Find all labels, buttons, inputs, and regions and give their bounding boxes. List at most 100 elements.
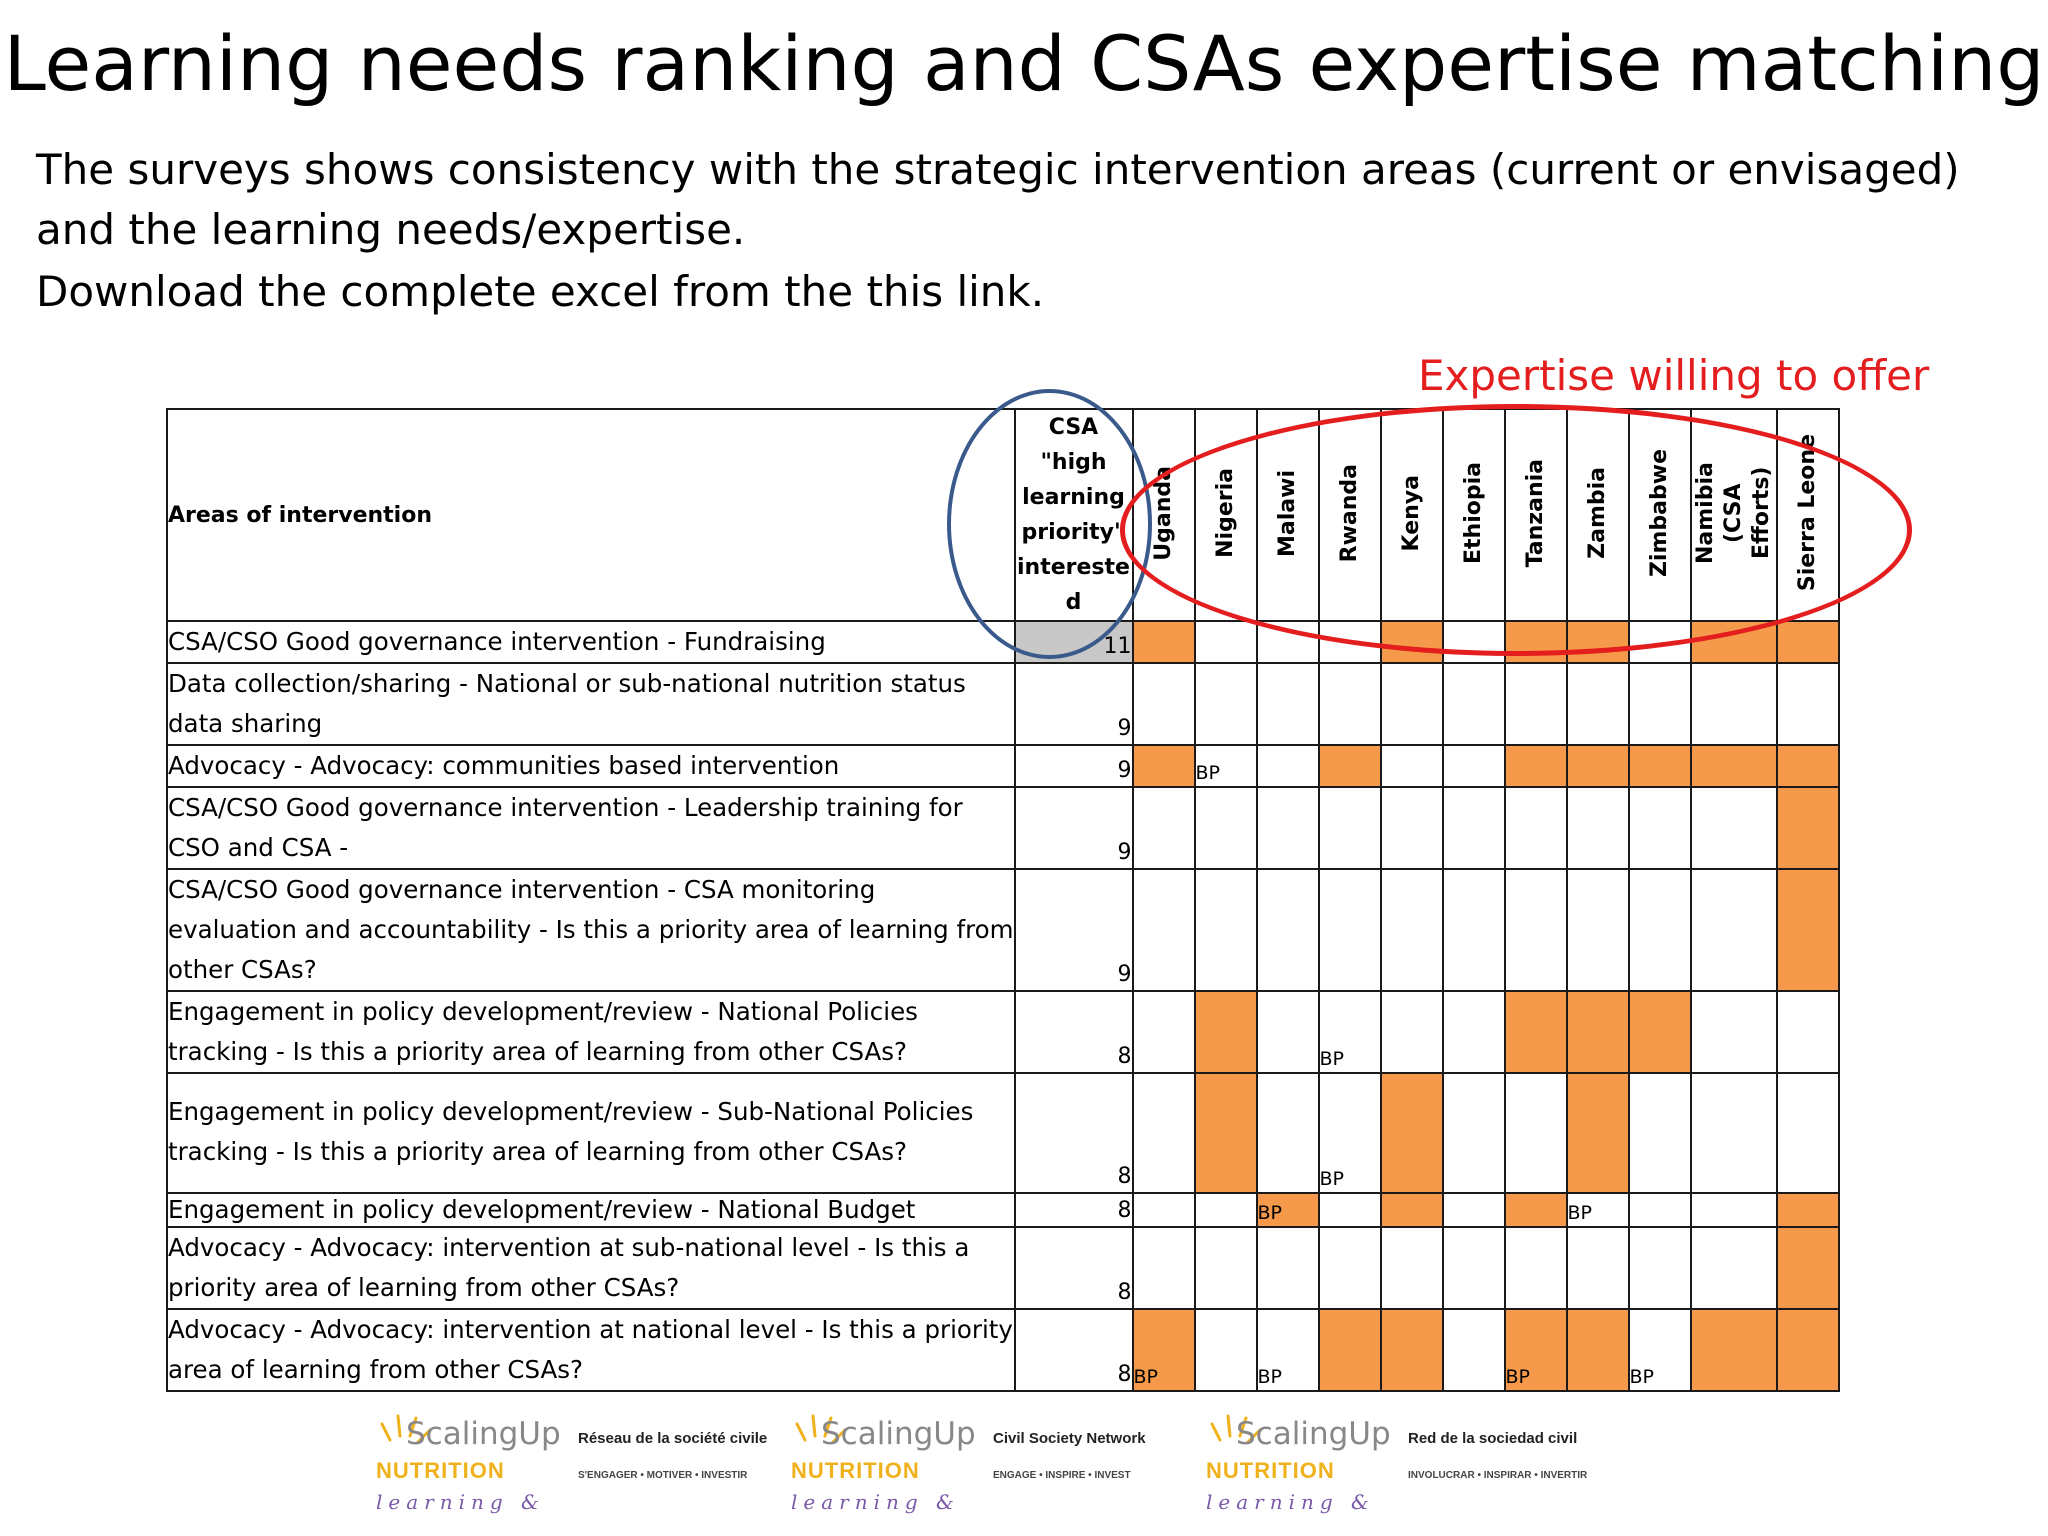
country-header: Uganda [1131, 408, 1196, 622]
area-text-line: CSA/CSO Good governance intervention - C… [168, 875, 876, 904]
country-header: Rwanda [1317, 408, 1382, 622]
expertise-cell [1689, 1226, 1778, 1310]
expertise-cell-filled [1193, 990, 1258, 1074]
learning-needs-table-container: Areas of intervention CSA "high learning pr… [166, 408, 1840, 1392]
sun-logo: ScalingUp NUTRITION Réseau de la société c… [370, 1410, 790, 1520]
expertise-cell [1441, 1072, 1506, 1194]
expertise-cell [1441, 868, 1506, 992]
country-header: Sierra Leone [1775, 408, 1840, 622]
expertise-cell-filled [1193, 1072, 1258, 1194]
csa-header-line: d [1065, 590, 1082, 615]
network-name: Civil Society Network [993, 1430, 1146, 1447]
sun-rays-icon [1210, 1414, 1262, 1444]
expertise-cell-filled [1775, 744, 1840, 788]
expertise-cell-filled [1775, 1308, 1840, 1392]
expertise-cell [1317, 620, 1382, 664]
country-header: Namibia (CSA Efforts) [1689, 408, 1778, 622]
expertise-cell-filled [1565, 1072, 1630, 1194]
country-header: Nigeria [1193, 408, 1258, 622]
expertise-cell [1627, 620, 1692, 664]
area-text-line: Advocacy - Advocacy: intervention at sub… [168, 1233, 970, 1262]
expertise-cell: BP [1565, 1192, 1630, 1228]
expertise-cell-filled [1565, 990, 1630, 1074]
area-cell: CSA/CSO Good governance intervention - L… [166, 786, 1016, 870]
expertise-cell [1131, 1192, 1196, 1228]
best-practice-marker: BP [1257, 1366, 1283, 1388]
area-text-line: evaluation and accountability - Is this … [168, 915, 1014, 944]
expertise-cell: BP [1317, 1072, 1382, 1194]
area-text-line: CSA/CSO Good governance intervention - L… [168, 793, 963, 822]
csa-header-line: intereste [1017, 555, 1130, 580]
expertise-cell [1627, 786, 1692, 870]
priority-count: 9 [1013, 786, 1134, 870]
expertise-cell: BP [1627, 1308, 1692, 1392]
expertise-cell-filled [1503, 1192, 1568, 1228]
country-label: Namibia (CSA Efforts) [1692, 462, 1774, 564]
header-row: Areas of intervention CSA "high learning pr… [166, 408, 1840, 622]
area-cell: Advocacy - Advocacy: intervention at nat… [166, 1308, 1016, 1392]
expertise-cell-filled [1627, 990, 1692, 1074]
best-practice-marker: BP [1319, 1168, 1345, 1190]
table-row: Engagement in policy development/review … [166, 1192, 1840, 1228]
best-practice-marker: BP [1629, 1366, 1655, 1388]
expertise-cell [1627, 1192, 1692, 1228]
expertise-cell [1317, 662, 1382, 746]
footer-logos: ScalingUp NUTRITION Réseau de la société c… [370, 1410, 1620, 1520]
network-tagline: ENGAGE • INSPIRE • INVEST [993, 1470, 1131, 1481]
table-row: CSA/CSO Good governance intervention - L… [166, 786, 1840, 870]
table-row: Advocacy - Advocacy: intervention at sub… [166, 1226, 1840, 1310]
expertise-cell [1689, 1192, 1778, 1228]
network-tagline: INVOLUCRAR • INSPIRAR • INVERTIR [1408, 1470, 1588, 1481]
expertise-cell [1255, 662, 1320, 746]
area-text-line: area of learning from other CSAs? [168, 1355, 584, 1384]
expertise-cell [1379, 1226, 1444, 1310]
country-label: Rwanda [1336, 463, 1362, 563]
expertise-cell: BP [1317, 990, 1382, 1074]
expertise-cell [1775, 1072, 1840, 1194]
best-practice-marker: BP [1257, 1202, 1283, 1224]
expertise-cell [1689, 990, 1778, 1074]
csa-header-line: priority" [1021, 520, 1126, 545]
area-text-line: priority area of learning from other CSA… [168, 1273, 680, 1302]
area-text-line: data sharing [168, 709, 323, 738]
area-text-line: tracking - Is this a priority area of le… [168, 1137, 907, 1166]
expertise-cell [1193, 786, 1258, 870]
areas-header: Areas of intervention [166, 408, 1016, 622]
expertise-cell-filled [1775, 1226, 1840, 1310]
country-header: Tanzania [1503, 408, 1568, 622]
expertise-cell-filled [1379, 1192, 1444, 1228]
expertise-cell: BP [1193, 744, 1258, 788]
expertise-cell-filled [1565, 744, 1630, 788]
learning-needs-table: Areas of intervention CSA "high learning pr… [166, 408, 1840, 1392]
expertise-cell [1317, 786, 1382, 870]
table-row: Advocacy - Advocacy: communities based i… [166, 744, 1840, 788]
expertise-cell [1193, 868, 1258, 992]
expertise-cell [1441, 1226, 1506, 1310]
expertise-cell [1131, 1226, 1196, 1310]
expertise-cell [1503, 1072, 1568, 1194]
expertise-cell [1441, 620, 1506, 664]
expertise-cell [1317, 1192, 1382, 1228]
best-practice-marker: BP [1195, 762, 1221, 784]
sun-rays-icon [795, 1414, 847, 1444]
area-text-line: Engagement in policy development/review … [168, 997, 918, 1026]
expertise-cell [1255, 744, 1320, 788]
area-cell: CSA/CSO Good governance intervention - C… [166, 868, 1016, 992]
expertise-cell-filled [1775, 786, 1840, 870]
priority-count: 8 [1013, 1226, 1134, 1310]
learning-wordmark: learning & [1206, 1490, 1375, 1514]
area-cell: Engagement in policy development/review … [166, 1192, 1016, 1228]
sun-logo: ScalingUp NUTRITION Civil Society Network E… [785, 1410, 1205, 1520]
expertise-cell [1775, 990, 1840, 1074]
expertise-cell-filled [1379, 620, 1444, 664]
best-practice-marker: BP [1319, 1048, 1345, 1070]
expertise-cell-filled [1503, 620, 1568, 664]
expertise-cell-filled [1775, 868, 1840, 992]
network-name: Red de la sociedad civil [1408, 1430, 1578, 1447]
priority-count: 8 [1013, 1072, 1134, 1194]
expertise-cell-filled [1131, 620, 1196, 664]
expertise-cell [1255, 1226, 1320, 1310]
expertise-cell [1379, 744, 1444, 788]
expertise-cell [1379, 662, 1444, 746]
expertise-cell-filled: BP [1255, 1192, 1320, 1228]
